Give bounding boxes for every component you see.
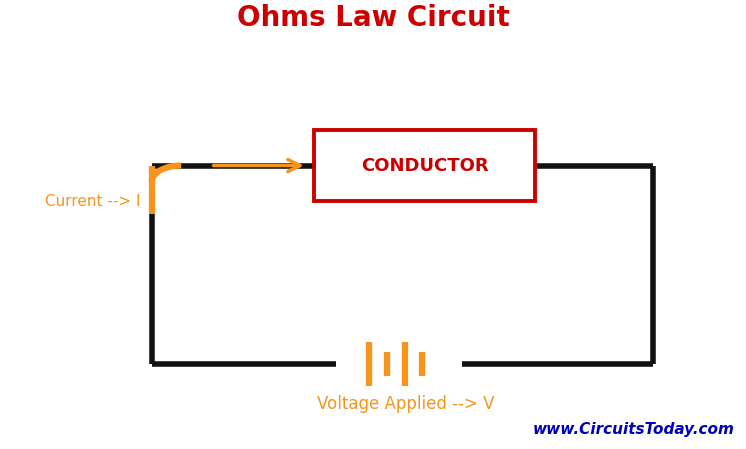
Title: Ohms Law Circuit: Ohms Law Circuit: [236, 4, 510, 32]
Text: Current --> I: Current --> I: [46, 194, 141, 210]
Text: Voltage Applied --> V: Voltage Applied --> V: [318, 396, 495, 414]
Bar: [314, 130, 536, 201]
Text: CONDUCTOR: CONDUCTOR: [361, 157, 489, 175]
Text: www.CircuitsToday.com: www.CircuitsToday.com: [533, 422, 735, 437]
